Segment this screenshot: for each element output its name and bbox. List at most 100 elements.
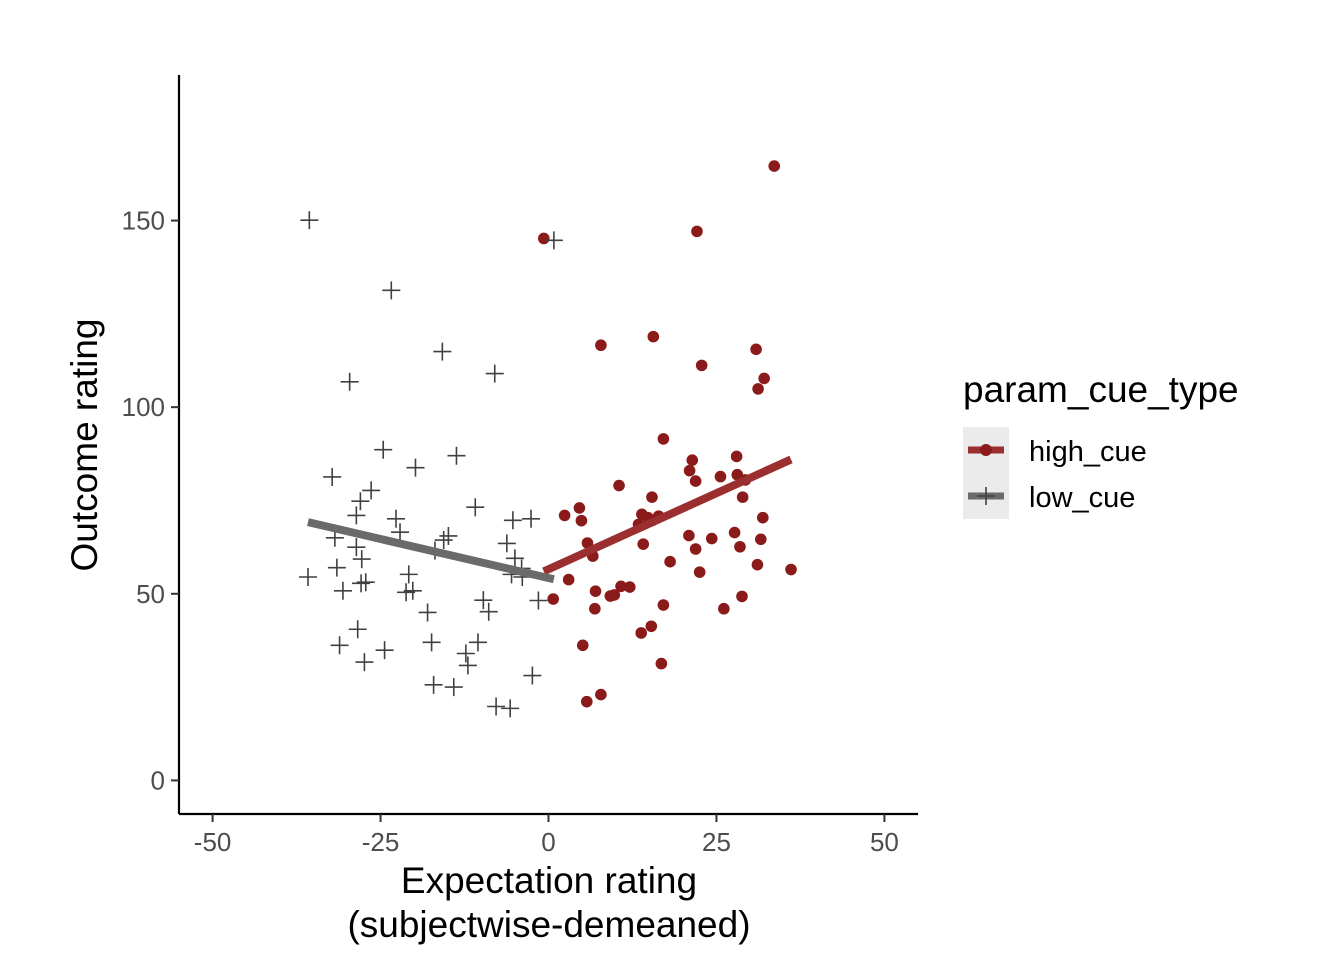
data-point xyxy=(645,620,658,633)
data-point xyxy=(647,330,660,343)
data-point xyxy=(347,506,366,525)
data-point xyxy=(615,580,627,593)
x-tick-label: -50 xyxy=(194,827,232,857)
data-point xyxy=(736,491,749,503)
data-point xyxy=(439,526,458,545)
data-point xyxy=(406,458,425,477)
x-tick-label: 25 xyxy=(702,827,731,857)
data-point xyxy=(391,523,410,542)
data-point xyxy=(474,591,493,610)
data-point xyxy=(695,359,708,372)
data-point xyxy=(382,281,401,300)
data-point xyxy=(403,581,422,600)
data-point xyxy=(505,549,524,568)
data-point xyxy=(691,225,703,238)
legend-label-high-cue: high_cue xyxy=(1029,436,1147,468)
plot-area xyxy=(298,160,797,718)
data-point xyxy=(362,481,381,500)
data-point xyxy=(734,540,746,553)
data-point xyxy=(330,636,349,655)
data-point xyxy=(736,590,748,603)
data-point xyxy=(689,543,702,555)
data-point xyxy=(758,372,770,385)
data-point xyxy=(623,581,636,593)
legend-marker-high-cue xyxy=(980,444,992,456)
data-point xyxy=(300,211,319,230)
data-point xyxy=(485,364,504,383)
data-point xyxy=(479,602,498,621)
data-point xyxy=(497,534,516,553)
data-point xyxy=(751,558,764,571)
legend-title: param_cue_type xyxy=(963,369,1239,410)
data-point xyxy=(655,657,668,670)
data-point xyxy=(522,509,541,528)
data-point xyxy=(523,666,542,685)
data-point xyxy=(418,603,437,622)
fit-line-low-cue xyxy=(307,518,555,584)
data-point xyxy=(752,383,764,395)
data-point xyxy=(386,509,405,528)
data-point xyxy=(683,464,696,477)
data-point xyxy=(456,644,475,663)
data-point xyxy=(466,498,485,517)
data-point xyxy=(757,511,769,524)
data-point xyxy=(501,699,520,718)
data-point xyxy=(458,656,477,675)
data-point xyxy=(657,599,670,611)
data-point xyxy=(348,620,367,639)
data-point xyxy=(351,492,370,511)
legend-label-low-cue: low_cue xyxy=(1029,482,1135,514)
data-point xyxy=(646,491,658,503)
data-point xyxy=(705,532,718,545)
data-point xyxy=(595,688,607,701)
data-point xyxy=(575,514,588,527)
data-point xyxy=(608,589,621,601)
x-tick-label: 50 xyxy=(870,827,899,857)
data-point xyxy=(689,475,702,487)
data-point xyxy=(657,433,670,445)
data-point xyxy=(340,372,359,391)
data-point xyxy=(433,342,452,361)
data-point xyxy=(503,511,522,530)
data-point xyxy=(613,479,625,492)
data-point xyxy=(424,675,443,694)
data-point xyxy=(327,558,346,577)
data-point xyxy=(686,454,699,466)
y-axis-ticks: 0 50 100 150 xyxy=(122,206,179,795)
data-point xyxy=(573,502,586,514)
series-low-cue xyxy=(298,211,563,718)
x-axis-ticks: -50 -25 0 25 50 xyxy=(194,814,899,857)
data-point xyxy=(728,526,741,539)
data-point xyxy=(347,538,366,557)
x-tick-label: 0 xyxy=(541,827,555,857)
data-point xyxy=(444,678,463,697)
data-point xyxy=(785,563,797,576)
data-point xyxy=(718,602,730,615)
data-point xyxy=(750,343,762,356)
fit-line-high-cue xyxy=(542,455,793,576)
y-tick-label: 0 xyxy=(151,765,165,795)
data-point xyxy=(693,566,706,578)
data-point xyxy=(562,573,575,586)
y-tick-label: 50 xyxy=(136,579,165,609)
data-point xyxy=(355,653,374,672)
data-point xyxy=(589,585,602,597)
data-point xyxy=(356,573,375,592)
data-point xyxy=(374,440,393,459)
legend: param_cue_type high_cue low_cue xyxy=(963,369,1239,519)
data-point xyxy=(580,695,593,708)
data-point xyxy=(635,627,648,639)
data-point xyxy=(537,232,550,245)
data-point xyxy=(375,641,394,660)
data-point xyxy=(352,550,371,569)
data-point xyxy=(714,470,727,483)
data-point xyxy=(664,555,676,568)
y-tick-label: 150 xyxy=(122,206,165,236)
data-point xyxy=(447,446,466,465)
x-axis-title-line2: (subjectwise-demeaned) xyxy=(347,904,750,945)
data-point xyxy=(399,565,418,584)
x-axis-title-line1: Expectation rating xyxy=(401,860,697,901)
data-point xyxy=(352,574,371,593)
data-point xyxy=(589,602,601,615)
